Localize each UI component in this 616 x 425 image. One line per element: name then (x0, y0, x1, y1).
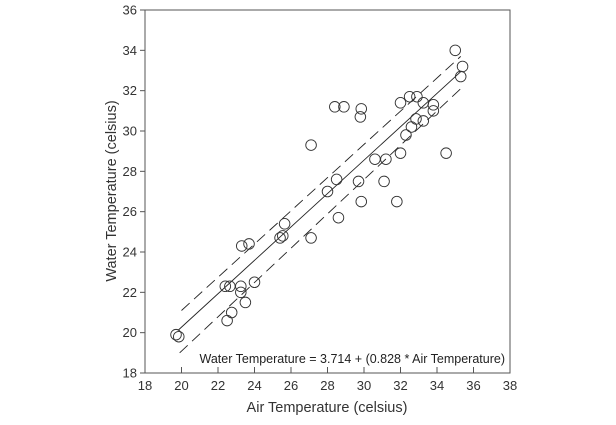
x-axis: 18 20 22 24 26 28 30 32 34 36 38 (138, 367, 517, 393)
x-tick-label: 30 (357, 378, 371, 393)
data-point (338, 101, 350, 113)
data-point (321, 185, 334, 198)
data-point (411, 90, 423, 103)
data-point (219, 280, 232, 293)
data-point (274, 232, 286, 244)
x-tick-label: 20 (174, 378, 188, 393)
data-point (355, 103, 368, 115)
x-tick-label: 18 (138, 378, 152, 393)
x-tick-label: 22 (211, 378, 225, 393)
data-point (248, 276, 261, 289)
data-points (170, 44, 469, 343)
data-point (278, 218, 291, 230)
data-point (380, 153, 392, 165)
data-point (454, 70, 467, 83)
x-axis-title: Air Temperature (celsius) (247, 400, 408, 416)
data-point (354, 111, 367, 123)
data-point (277, 230, 289, 242)
regression-line (177, 71, 462, 331)
data-point (235, 286, 247, 299)
y-tick-label: 20 (123, 325, 137, 340)
data-point (305, 139, 317, 151)
fit-line (177, 71, 462, 331)
data-point (456, 60, 469, 73)
data-point (329, 101, 341, 113)
y-tick-label: 34 (123, 43, 137, 58)
data-point (410, 113, 422, 125)
data-point (449, 44, 462, 57)
y-tick-label: 22 (123, 285, 137, 300)
data-point (243, 238, 255, 250)
data-point (417, 115, 430, 127)
y-tick-label: 30 (123, 124, 137, 139)
data-point (305, 232, 317, 244)
data-point (427, 105, 440, 117)
data-point (369, 153, 381, 165)
data-point (221, 314, 233, 327)
data-point (170, 328, 182, 341)
x-tick-label: 28 (320, 378, 334, 393)
y-tick-label: 24 (123, 245, 137, 260)
data-point (330, 173, 343, 186)
data-point (235, 240, 248, 252)
data-point (440, 147, 452, 159)
y-tick-label: 26 (123, 204, 137, 219)
data-point (405, 121, 418, 133)
data-point (403, 90, 416, 103)
data-point (352, 175, 365, 188)
data-point (400, 129, 412, 141)
confidence-band-upper (181, 56, 462, 311)
data-point (332, 211, 345, 224)
x-tick-label: 26 (284, 378, 298, 393)
data-point (391, 195, 403, 208)
confidence-band-lower (179, 88, 462, 354)
data-point (355, 195, 368, 208)
data-point (394, 147, 407, 159)
y-axis-title: Water Temperature (celsius) (104, 100, 120, 281)
data-point (427, 99, 440, 111)
y-tick-label: 36 (123, 3, 137, 18)
data-point (239, 296, 252, 309)
x-tick-label: 32 (393, 378, 407, 393)
x-tick-label: 36 (466, 378, 480, 393)
x-tick-label: 24 (247, 378, 261, 393)
y-tick-label: 32 (123, 83, 137, 98)
data-point (225, 306, 238, 319)
y-tick-label: 18 (123, 366, 137, 381)
regression-equation: Water Temperature = 3.714 + (0.828 * Air… (200, 352, 506, 366)
y-axis: 18 20 22 24 26 28 30 32 34 36 (123, 3, 145, 381)
data-point (235, 280, 247, 293)
data-point (394, 97, 407, 109)
x-tick-label: 34 (430, 378, 444, 393)
y-tick-label: 28 (123, 164, 137, 179)
plot-frame (144, 9, 511, 374)
data-point (378, 175, 390, 188)
data-point (173, 330, 185, 343)
x-tick-label: 38 (503, 378, 517, 393)
